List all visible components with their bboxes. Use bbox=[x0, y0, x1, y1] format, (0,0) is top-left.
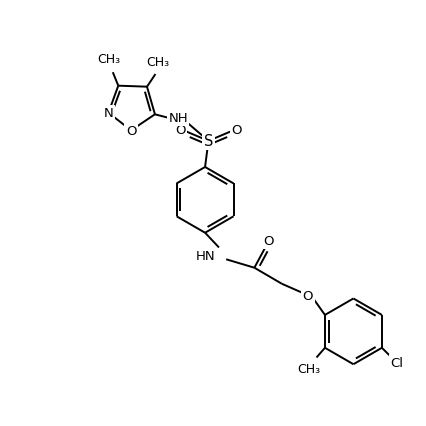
Text: CH₃: CH₃ bbox=[296, 362, 320, 374]
Text: O: O bbox=[175, 124, 185, 137]
Text: O: O bbox=[126, 124, 136, 138]
Text: CH₃: CH₃ bbox=[146, 56, 169, 69]
Text: N: N bbox=[104, 107, 113, 120]
Text: NH: NH bbox=[168, 112, 187, 125]
Text: O: O bbox=[262, 235, 273, 248]
Text: S: S bbox=[203, 134, 213, 149]
Text: HN: HN bbox=[196, 249, 215, 262]
Text: Cl: Cl bbox=[390, 356, 403, 369]
Text: O: O bbox=[302, 289, 312, 302]
Text: CH₃: CH₃ bbox=[97, 53, 120, 66]
Text: O: O bbox=[230, 124, 241, 137]
